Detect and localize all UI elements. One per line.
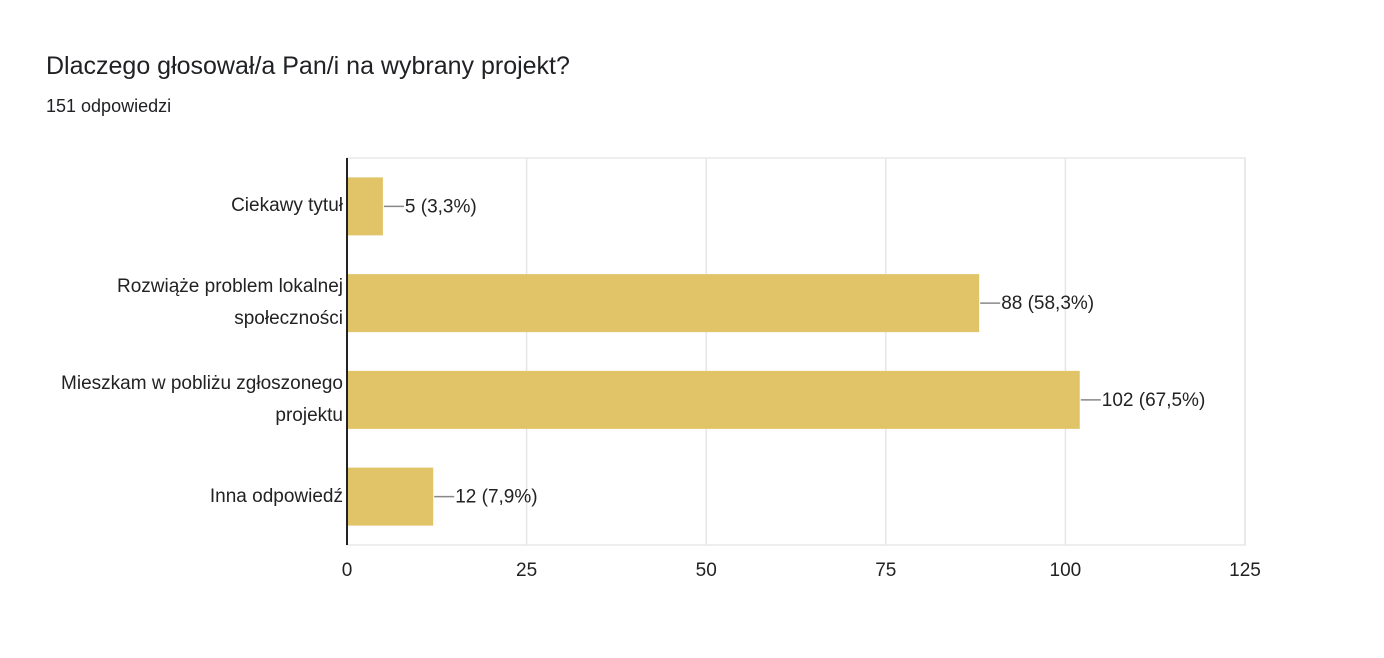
value-label: 88 (58,3%) <box>1001 293 1094 314</box>
bar <box>347 370 1080 429</box>
y-tick-label: Mieszkam w pobliżu zgłoszonego projektu <box>61 372 343 426</box>
chart-title: Dlaczego głosował/a Pan/i na wybrany pro… <box>46 52 570 80</box>
x-tick-label: 50 <box>696 560 717 581</box>
y-tick-label: Ciekawy tytuł <box>231 195 343 217</box>
y-tick-label: Rozwiąże problem lokalnej społeczności <box>117 276 343 330</box>
value-label: 12 (7,9%) <box>455 487 537 508</box>
bar <box>347 274 980 333</box>
y-tick-label: Inna odpowiedź <box>209 485 343 507</box>
x-tick-label: 25 <box>516 560 537 581</box>
bar <box>347 177 383 236</box>
x-tick-label: 75 <box>875 560 896 581</box>
x-tick-label: 100 <box>1050 560 1082 581</box>
x-tick-label: 125 <box>1229 560 1261 581</box>
value-label: 102 (67,5%) <box>1102 390 1206 411</box>
x-tick-label: 0 <box>342 560 353 581</box>
chart-subtitle: 151 odpowiedzi <box>46 96 172 116</box>
value-label: 5 (3,3%) <box>405 196 477 217</box>
bar <box>347 467 434 526</box>
